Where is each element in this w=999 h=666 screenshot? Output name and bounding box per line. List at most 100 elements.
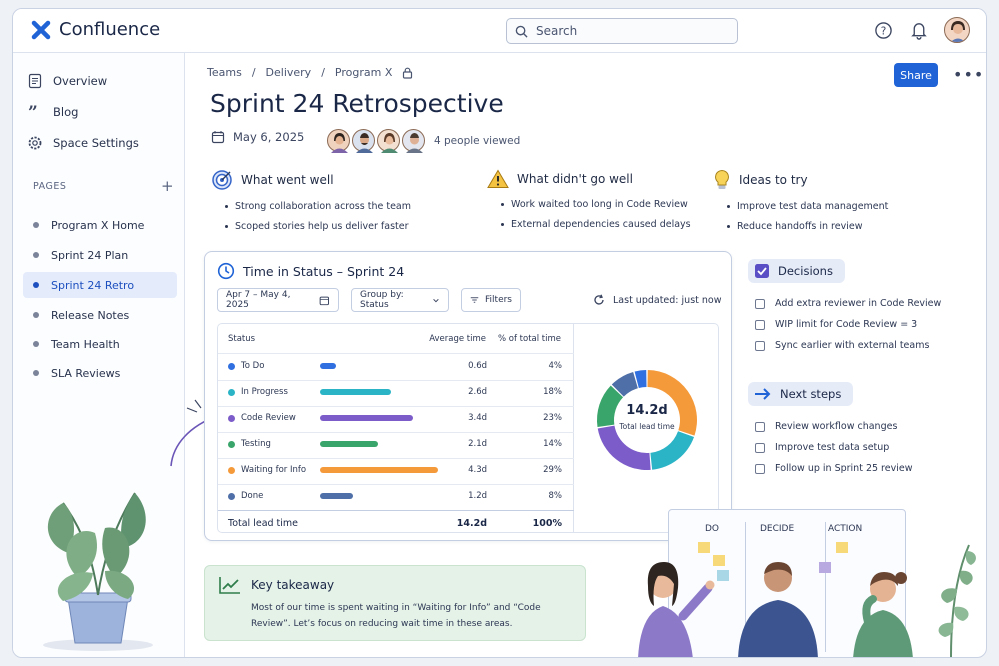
- bullet-icon: [33, 252, 39, 258]
- decision-item[interactable]: Sync earlier with external teams: [755, 340, 929, 351]
- donut-total-value: 14.2d: [626, 403, 668, 418]
- checkbox[interactable]: [755, 298, 765, 309]
- help-icon[interactable]: ?: [872, 19, 894, 41]
- date-range-picker[interactable]: Apr 7 – May 4, 2025: [217, 288, 339, 312]
- decision-text: WIP limit for Code Review = 3: [775, 319, 918, 330]
- donut-slice[interactable]: [597, 425, 651, 470]
- donut-total-label: Total lead time: [619, 422, 675, 431]
- next-steps-header: Next steps: [748, 382, 854, 406]
- next-step-item[interactable]: Follow up in Sprint 25 review: [755, 463, 912, 474]
- add-page-icon[interactable]: +: [161, 177, 174, 195]
- table-row[interactable]: Done 1.2d 8%: [218, 484, 574, 510]
- sidebar-item-label: Overview: [53, 74, 108, 88]
- sticky-note: [819, 562, 831, 573]
- sidebar-page-item[interactable]: SLA Reviews: [23, 360, 177, 386]
- page-label: Release Notes: [51, 308, 130, 322]
- decision-item[interactable]: WIP limit for Code Review = 3: [755, 319, 917, 330]
- user-avatar[interactable]: [944, 17, 970, 43]
- next-step-text: Follow up in Sprint 25 review: [775, 463, 913, 474]
- decisions-title: Decisions: [778, 264, 833, 278]
- gear-icon: [28, 136, 42, 150]
- status-name: Code Review: [241, 413, 296, 423]
- status-duration-bar: [320, 389, 391, 395]
- donut-slice[interactable]: [647, 370, 697, 436]
- status-name: Waiting for Info: [241, 465, 307, 475]
- table-row[interactable]: Waiting for Info 4.3d 29%: [218, 458, 574, 484]
- bullet-icon: [33, 282, 39, 288]
- refresh-icon[interactable]: [593, 294, 605, 306]
- breadcrumb-item[interactable]: Delivery: [265, 66, 312, 79]
- status-name: Testing: [241, 439, 271, 449]
- viewer-avatars[interactable]: [327, 129, 427, 153]
- checkbox[interactable]: [755, 340, 765, 351]
- next-steps-title: Next steps: [780, 387, 842, 401]
- header-divider: [218, 353, 574, 354]
- retro-item: Reduce handoffs in review: [727, 221, 888, 232]
- sidebar-page-item[interactable]: Sprint 24 Plan: [23, 242, 177, 268]
- view-count[interactable]: 4 people viewed: [434, 135, 521, 147]
- sidebar-page-item[interactable]: Release Notes: [23, 302, 177, 328]
- decision-item[interactable]: Add extra reviewer in Code Review: [755, 298, 941, 309]
- more-options-icon[interactable]: •••: [953, 65, 985, 84]
- sidebar-item-label: Space Settings: [53, 136, 139, 150]
- sidebar-page-item[interactable]: Team Health: [23, 331, 177, 357]
- sidebar-page-item[interactable]: Program X Home: [23, 212, 177, 238]
- checkbox[interactable]: [755, 421, 765, 432]
- checkbox[interactable]: [755, 463, 765, 474]
- donut-slice[interactable]: [634, 370, 647, 389]
- status-color-dot: [228, 493, 235, 500]
- status-table-body: Status Average time % of total time Tota…: [218, 324, 574, 532]
- time-in-status-card: Time in Status – Sprint 24 Apr 7 – May 4…: [204, 251, 732, 541]
- table-row[interactable]: Code Review 3.4d 23%: [218, 406, 574, 432]
- table-row[interactable]: Testing 2.1d 14%: [218, 432, 574, 458]
- confluence-logo[interactable]: Confluence: [31, 19, 160, 40]
- donut-slice[interactable]: [597, 385, 624, 427]
- retro-item: Work waited too long in Code Review: [501, 199, 691, 210]
- group-by-dropdown[interactable]: Group by: Status: [351, 288, 449, 312]
- decisions-header: Decisions: [748, 259, 845, 283]
- search-input[interactable]: [536, 24, 716, 38]
- filter-icon: [470, 297, 479, 303]
- sticky-note: [717, 570, 729, 581]
- search-box[interactable]: [506, 18, 738, 44]
- checkbox[interactable]: [755, 442, 765, 453]
- sticky-note: [698, 542, 710, 553]
- card-title: Time in Status – Sprint 24: [217, 262, 404, 280]
- status-duration-bar: [320, 493, 353, 499]
- donut-slice[interactable]: [611, 371, 638, 397]
- next-step-item[interactable]: Improve test data setup: [755, 442, 889, 453]
- bullet-icon: [33, 370, 39, 376]
- total-percent: 100%: [532, 518, 562, 529]
- sidebar-item-overview[interactable]: Overview: [27, 73, 107, 89]
- board-column-label: ACTION: [828, 524, 863, 534]
- svg-text:?: ?: [880, 25, 886, 37]
- breadcrumb-item[interactable]: Teams: [207, 66, 242, 79]
- filters-label: Filters: [485, 295, 512, 305]
- breadcrumb-item[interactable]: Program X: [334, 66, 393, 79]
- sidebar-item-space-settings[interactable]: Space Settings: [27, 135, 139, 151]
- row-divider: [218, 380, 574, 381]
- top-bar: Confluence ?: [13, 9, 986, 53]
- next-step-item[interactable]: Review workflow changes: [755, 421, 897, 432]
- checkbox[interactable]: [755, 319, 765, 330]
- retro-went-well: What went well Strong collaboration acro…: [211, 169, 411, 241]
- filters-button[interactable]: Filters: [461, 288, 521, 312]
- lock-icon[interactable]: [402, 67, 413, 79]
- decision-text: Sync earlier with external teams: [775, 340, 930, 351]
- table-row[interactable]: In Progress 2.6d 18%: [218, 380, 574, 406]
- sidebar-item-blog[interactable]: ” Blog: [27, 104, 78, 120]
- team-illustration: [638, 562, 913, 657]
- table-row[interactable]: To Do 0.6d 4%: [218, 354, 574, 380]
- share-button[interactable]: Share: [894, 63, 938, 87]
- date-text: May 6, 2025: [233, 130, 305, 144]
- donut-slice[interactable]: [650, 431, 695, 470]
- status-color-dot: [228, 441, 235, 448]
- page-label: Program X Home: [51, 218, 145, 232]
- notification-bell-icon[interactable]: [908, 19, 930, 41]
- column-header-average: Average time: [429, 334, 486, 344]
- board-column-label: DECIDE: [760, 524, 795, 534]
- bullet-icon: [33, 222, 39, 228]
- percent-of-total: 23%: [543, 413, 562, 423]
- sidebar-page-item-active[interactable]: Sprint 24 Retro: [23, 272, 177, 298]
- status-table: Status Average time % of total time Tota…: [217, 323, 719, 533]
